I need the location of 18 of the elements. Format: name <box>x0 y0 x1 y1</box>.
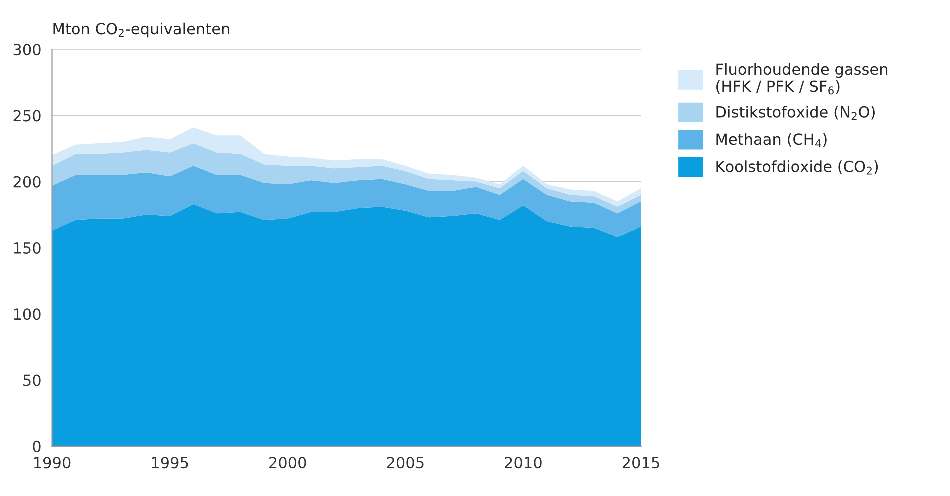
x-tick-label: 1990 <box>34 457 71 469</box>
y-tick-label: 0 <box>33 440 41 452</box>
x-tick-label: 1995 <box>152 457 188 469</box>
y-tick-label: 100 <box>14 308 41 320</box>
y-axis-title: Mton CO$_{2}$-equivalenten <box>54 22 230 38</box>
y-tick-label: 250 <box>14 110 41 122</box>
x-tick-label: 2000 <box>270 457 306 469</box>
y-tick-label: 150 <box>14 242 41 254</box>
legend-label: Methaan (CH$_{4}$) <box>716 133 827 148</box>
x-tick-label: 2015 <box>622 457 660 469</box>
x-tick-label: 2005 <box>387 457 424 469</box>
y-tick-label: 300 <box>14 44 41 56</box>
x-tick-label: 2010 <box>505 457 542 469</box>
legend-label: Distikstofoxide (N$_{2}$O) <box>716 106 875 120</box>
y-tick-label: 50 <box>24 374 41 386</box>
legend-label: Fluorhoudende gassen (HFK / PFK / SF$_{6}$) <box>716 63 888 95</box>
legend-label: Koolstofdioxide (CO$_{2}$) <box>716 160 878 175</box>
y-tick-label: 200 <box>14 176 41 188</box>
